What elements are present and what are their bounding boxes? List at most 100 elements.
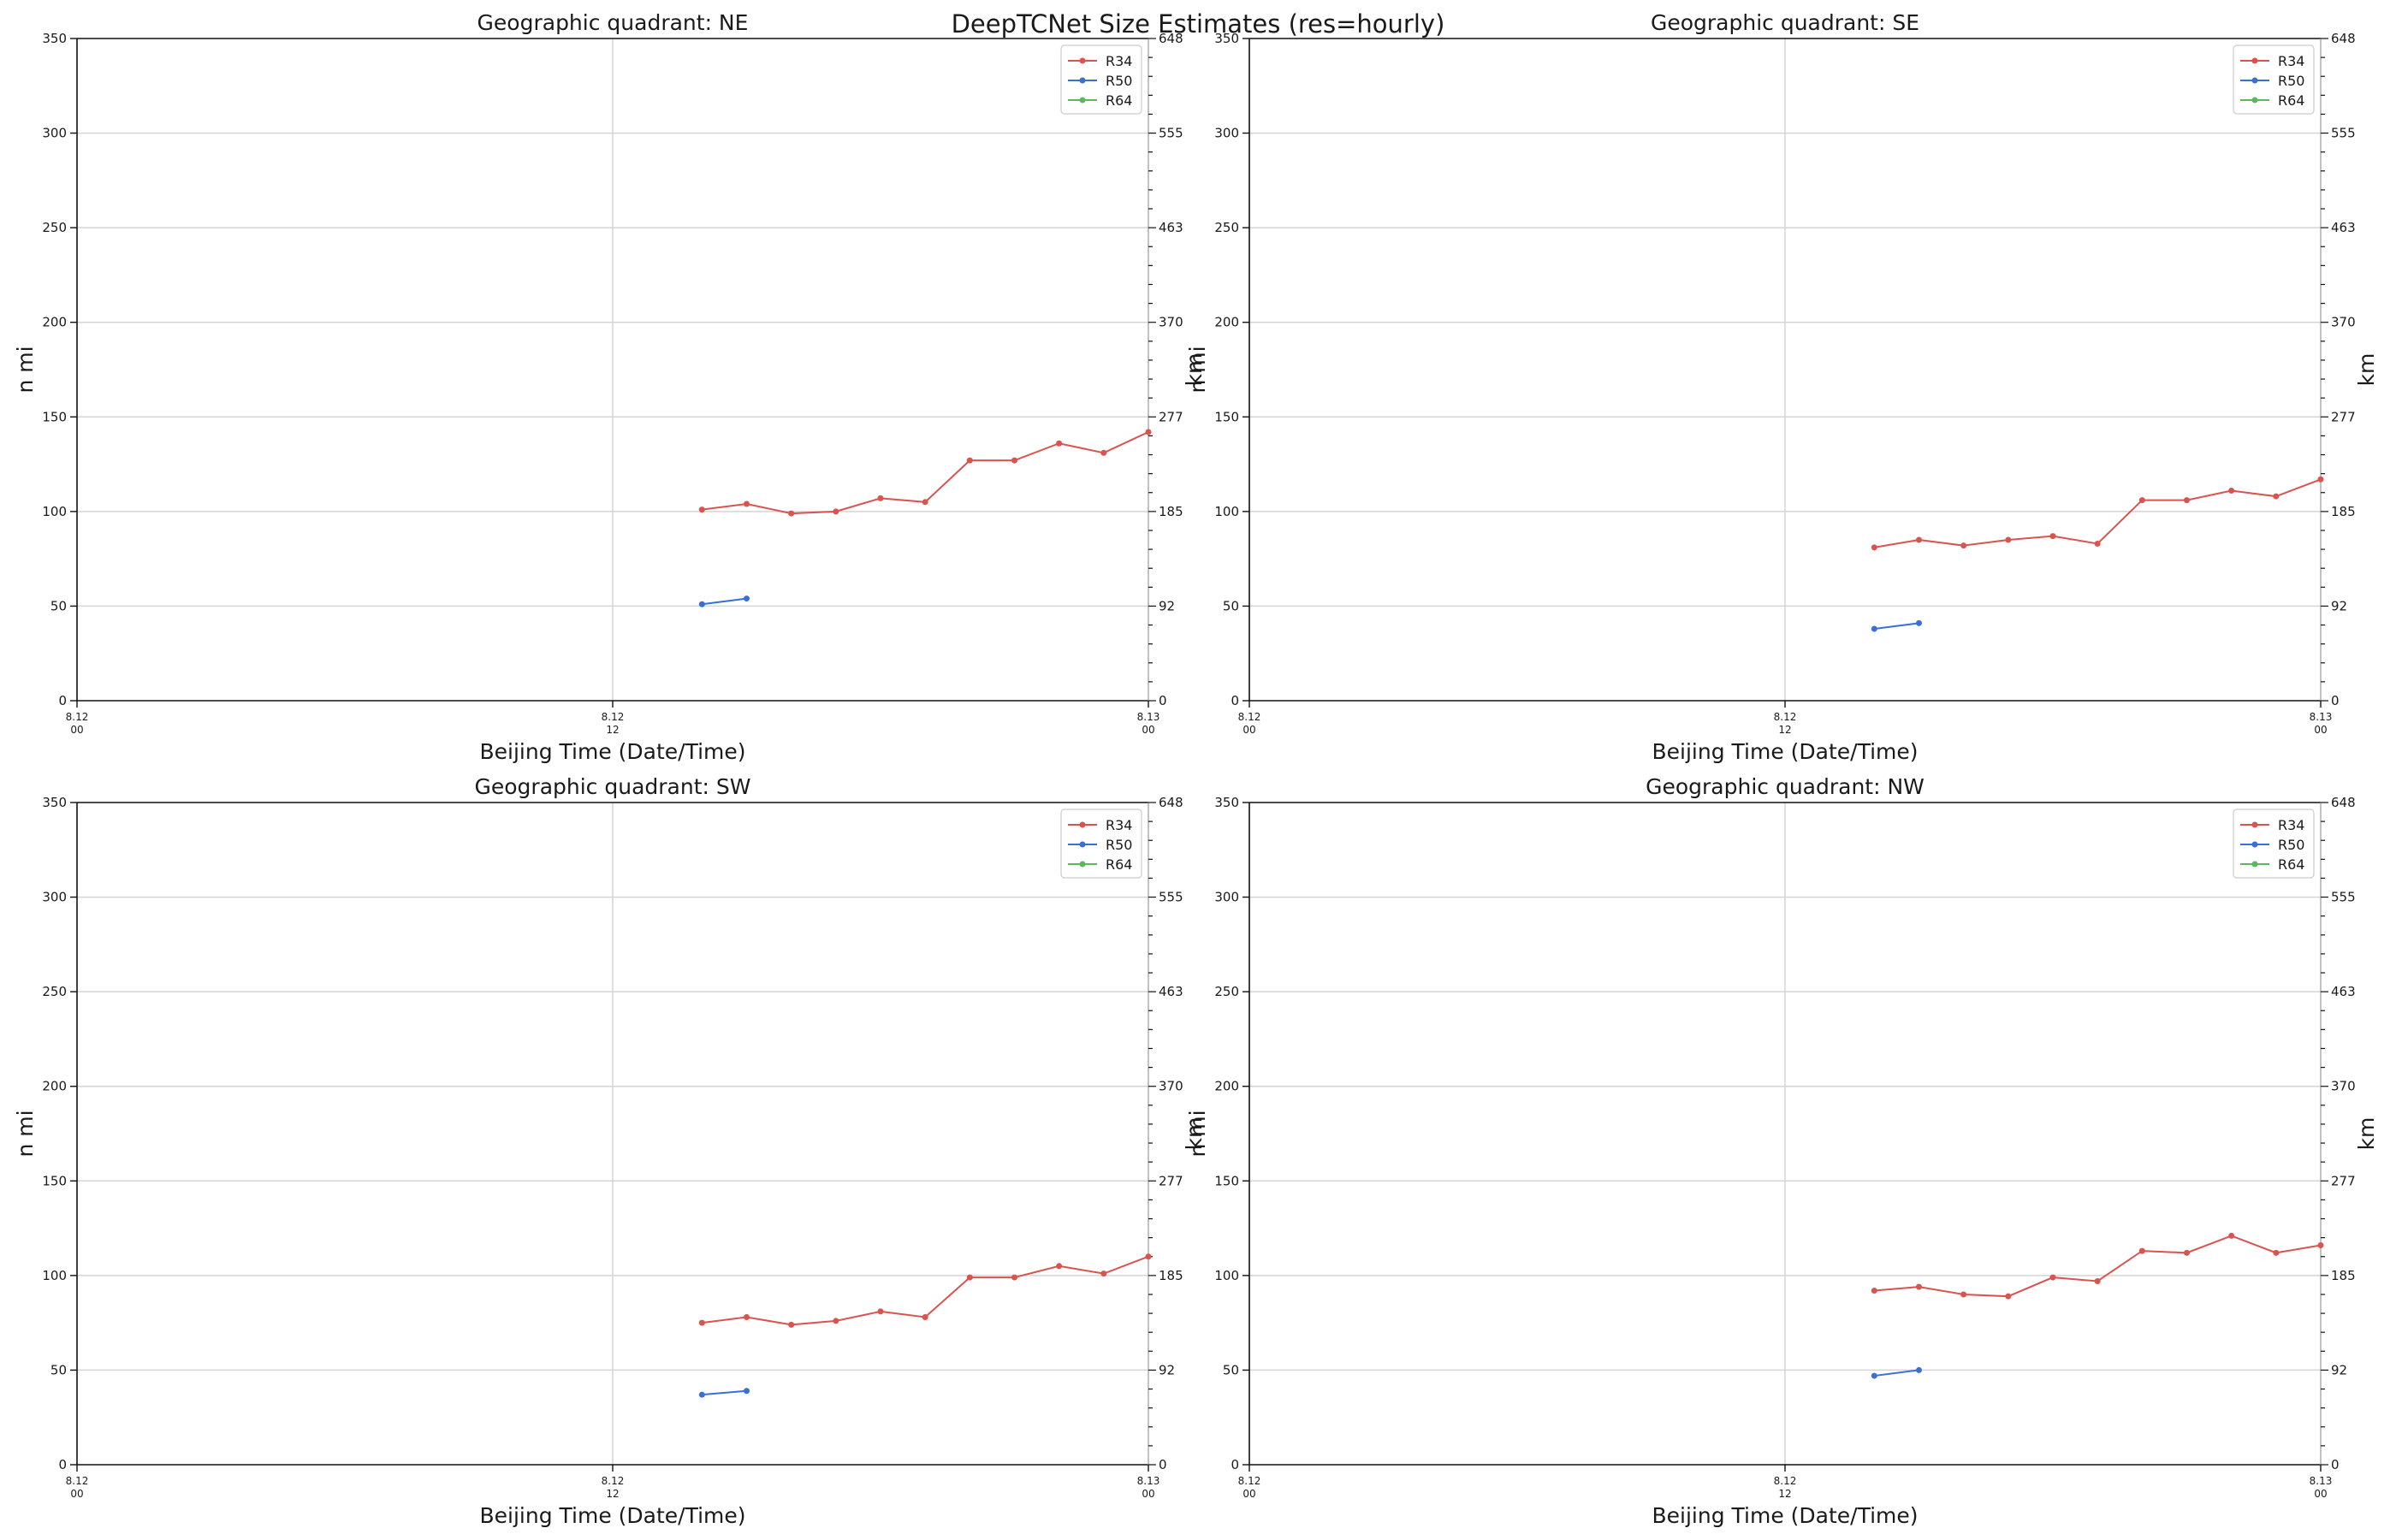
data-point-r34: [2005, 536, 2012, 543]
data-point-r50: [1871, 625, 1877, 632]
y-right-tick-label: 370: [1159, 315, 1183, 330]
series-line-r50: [702, 597, 747, 606]
y-right-tick-label: 648: [2331, 795, 2356, 810]
data-point-r34: [922, 1314, 928, 1321]
data-point-r34: [2228, 1232, 2235, 1239]
data-point-r34: [2094, 1277, 2101, 1284]
x-tick-label-date: 8.13: [2310, 711, 2333, 723]
legend-label: R50: [1106, 73, 1132, 89]
series-line-r50: [702, 1389, 747, 1396]
data-point-r34: [833, 508, 839, 515]
data-point-r34: [2005, 1293, 2012, 1300]
x-tick-label-date: 8.12: [602, 711, 625, 723]
legend-label: R34: [2278, 53, 2304, 69]
y-tick-label: 150: [1214, 409, 1239, 424]
y-right-tick-label: 370: [2331, 1079, 2356, 1094]
y-right-tick-label: 0: [1159, 1457, 1167, 1472]
panel-title: Geographic quadrant: NW: [1646, 774, 1925, 799]
data-point-r34: [698, 1319, 705, 1326]
legend: R34 R50 R64: [1060, 808, 1142, 879]
y-tick-label: 200: [42, 315, 67, 330]
y-tick-label: 50: [50, 1362, 67, 1377]
series-line-r50: [1874, 622, 1919, 630]
legend-swatch-marker: [2251, 57, 2258, 64]
data-point-r34: [744, 500, 750, 507]
y-tick-label: 150: [42, 1173, 67, 1188]
legend-swatch-marker: [2251, 861, 2258, 868]
y-right-tick-label: 555: [2331, 890, 2356, 905]
y-tick-label: 0: [58, 1457, 67, 1472]
subplot-grid: 0 50 100 150 200 250 300 350 0 92 185 277 370 463 555 6…: [13, 10, 2379, 1528]
data-point-r50: [1871, 1372, 1877, 1379]
y-right-tick-label: 370: [1159, 1079, 1183, 1094]
x-axis-label: Beijing Time (Date/Time): [479, 1503, 745, 1528]
y-tick-label: 0: [58, 693, 67, 708]
y-tick-label: 50: [1223, 1362, 1239, 1377]
y-right-tick-label: 463: [2331, 984, 2356, 999]
data-point-r34: [1056, 440, 1063, 447]
y-right-tick-label: 277: [2331, 1173, 2356, 1188]
data-point-r34: [1960, 542, 1967, 549]
data-point-r34: [1100, 449, 1107, 456]
x-tick-label-date: 8.12: [1238, 1475, 1261, 1487]
data-point-r34: [2138, 1247, 2145, 1254]
x-tick-label-time: 12: [1778, 724, 1791, 736]
data-point-r34: [1145, 1253, 1152, 1260]
x-tick-label-date: 8.12: [1238, 711, 1261, 723]
y-axis-label: n mi: [13, 1110, 38, 1157]
data-point-r34: [2138, 497, 2145, 504]
y-tick-label: 150: [1214, 1173, 1239, 1188]
y-right-tick-label: 185: [2331, 504, 2356, 519]
y-right-axis-label: km: [1182, 353, 1207, 387]
y-tick-label: 350: [42, 31, 67, 46]
legend-swatch-marker: [1079, 97, 1086, 104]
data-point-r34: [2273, 1249, 2280, 1256]
y-right-tick-label: 648: [1159, 795, 1183, 810]
y-right-tick-label: 648: [1159, 31, 1183, 46]
y-right-tick-label: 648: [2331, 31, 2356, 46]
legend: R34 R50 R64: [2233, 44, 2315, 115]
legend: R34 R50 R64: [1060, 44, 1142, 115]
data-point-r34: [788, 510, 795, 517]
x-tick-label-time: 00: [1142, 1488, 1154, 1500]
y-right-tick-label: 277: [1159, 1173, 1183, 1188]
y-right-axis-label: km: [1182, 1117, 1207, 1151]
y-tick-label: 250: [1214, 220, 1239, 235]
legend-label: R64: [2278, 856, 2304, 873]
data-point-r34: [2317, 476, 2324, 483]
y-tick-label: 300: [1214, 126, 1239, 141]
y-tick-label: 250: [42, 984, 67, 999]
data-point-r34: [1100, 1270, 1107, 1277]
panel-ne: 0 50 100 150 200 250 300 350 0 92 185 277 370 463 555 6…: [13, 10, 1207, 764]
x-tick-label-date: 8.13: [1137, 711, 1160, 723]
data-point-r50: [1916, 619, 1922, 626]
y-tick-label: 300: [1214, 890, 1239, 905]
y-tick-label: 0: [1231, 693, 1239, 708]
data-point-r34: [1011, 1274, 1017, 1281]
data-point-r34: [1871, 544, 1877, 551]
y-tick-label: 350: [42, 795, 67, 810]
y-right-tick-label: 92: [1159, 598, 1175, 613]
y-right-tick-label: 0: [2331, 1457, 2340, 1472]
y-right-tick-label: 0: [1159, 693, 1167, 708]
data-point-r50: [698, 1391, 705, 1398]
legend-swatch-marker: [1079, 77, 1086, 84]
y-tick-label: 50: [50, 598, 67, 613]
y-tick-label: 50: [1223, 598, 1239, 613]
panel-title: Geographic quadrant: SW: [475, 774, 751, 799]
legend-label: R64: [1106, 92, 1132, 109]
y-tick-label: 200: [42, 1079, 67, 1094]
y-right-tick-label: 92: [1159, 1362, 1175, 1377]
data-point-r34: [2184, 497, 2190, 504]
y-right-tick-label: 370: [2331, 315, 2356, 330]
data-point-r34: [1145, 429, 1152, 435]
data-point-r50: [744, 595, 750, 602]
y-right-axis-label: km: [2354, 1117, 2379, 1151]
data-point-r34: [788, 1321, 795, 1328]
y-tick-label: 300: [42, 126, 67, 141]
x-tick-label-time: 12: [606, 1488, 619, 1500]
legend-swatch-marker: [2251, 841, 2258, 848]
legend-swatch-marker: [2251, 77, 2258, 84]
y-right-axis-label: km: [2354, 353, 2379, 387]
y-axis-label: n mi: [1185, 346, 1210, 393]
